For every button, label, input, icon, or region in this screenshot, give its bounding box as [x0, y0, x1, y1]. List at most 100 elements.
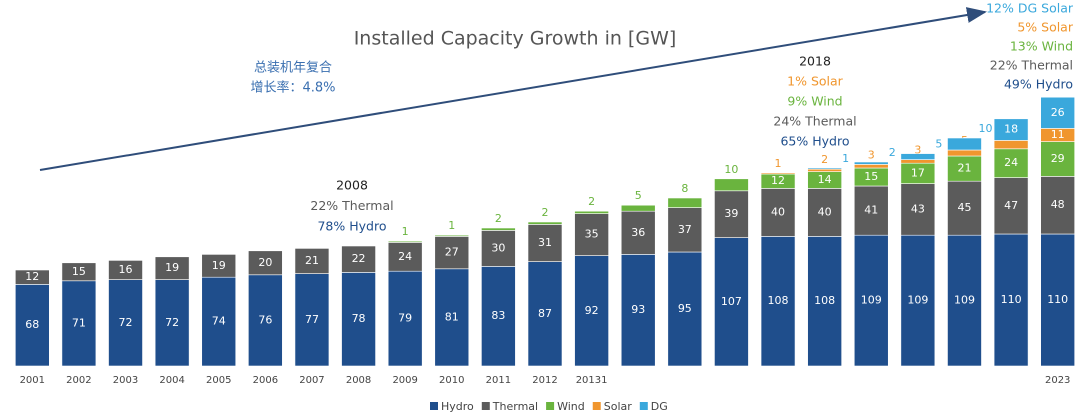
bar-segment — [154, 279, 190, 367]
bar-segment — [341, 272, 376, 367]
bar-segment — [481, 227, 516, 231]
bar-segment — [108, 279, 143, 367]
data-label: 20 — [258, 256, 272, 269]
bar-segment — [993, 140, 1029, 150]
data-label: 18 — [1004, 123, 1018, 136]
x-tick-label: 2004 — [159, 375, 184, 386]
data-label: 10 — [978, 122, 992, 135]
data-label: 47 — [1004, 199, 1018, 212]
data-label: 40 — [771, 205, 785, 218]
data-label: 78 — [352, 312, 366, 325]
data-label: 26 — [1051, 106, 1065, 119]
data-label: 108 — [768, 294, 789, 307]
bar-segment — [620, 210, 656, 255]
data-label: 16 — [119, 263, 133, 276]
data-label: 35 — [585, 228, 599, 241]
data-label: 36 — [631, 226, 645, 239]
data-label: 29 — [1051, 152, 1065, 165]
data-label: 77 — [305, 313, 319, 326]
annotation: 2018 — [799, 54, 831, 69]
data-label: 41 — [864, 204, 878, 217]
data-label: 110 — [1001, 293, 1022, 306]
x-tick-label: 2006 — [253, 375, 278, 386]
data-label: 68 — [25, 318, 39, 331]
bar-segment — [853, 161, 889, 165]
data-label: 2 — [495, 212, 502, 225]
data-label: 24 — [398, 250, 412, 263]
bar-segment — [620, 204, 656, 212]
bar-segment — [15, 284, 50, 367]
bar-segment — [1040, 96, 1075, 129]
x-tick-label: 2002 — [66, 375, 91, 386]
bar-segment — [108, 260, 143, 280]
data-label: 40 — [818, 205, 832, 218]
bar-segment — [574, 210, 609, 214]
bar-segment — [993, 148, 1029, 178]
bar-segment — [947, 180, 982, 236]
bar-segment — [574, 255, 609, 367]
data-label: 8 — [681, 182, 688, 195]
data-label: 45 — [957, 201, 971, 214]
data-label: 107 — [721, 295, 742, 308]
data-label: 72 — [165, 316, 179, 329]
bar-segment — [201, 254, 237, 278]
annotation: 12% DG Solar — [986, 1, 1074, 16]
data-label: 5 — [935, 138, 942, 151]
data-label: 1 — [842, 152, 849, 165]
annotation: 增长率：4.8% — [250, 80, 335, 96]
annotation: 2008 — [336, 178, 368, 193]
bar-segment — [341, 245, 376, 273]
bar-segment — [1040, 176, 1075, 235]
bar-segment — [620, 254, 656, 367]
data-label: 30 — [491, 241, 505, 254]
data-label: 72 — [119, 316, 133, 329]
legend-label: Hydro — [441, 400, 474, 413]
x-tick-label: 2011 — [486, 375, 511, 386]
data-label: 37 — [678, 223, 692, 236]
data-label: 31 — [538, 236, 552, 249]
annotation: 总装机年复合 — [254, 61, 332, 76]
x-tick-label: 2012 — [532, 375, 557, 386]
data-label: 2 — [588, 195, 595, 208]
x-tick-label: 2010 — [439, 375, 464, 386]
legend-label: Wind — [557, 400, 585, 413]
data-label: 2 — [821, 153, 828, 166]
legend-swatch — [592, 402, 601, 410]
bar-segment — [248, 250, 283, 276]
bar-segment — [527, 224, 563, 262]
data-label: 12 — [771, 174, 785, 187]
bar-segment — [61, 280, 97, 367]
data-label: 95 — [678, 302, 692, 315]
data-label: 93 — [631, 303, 645, 316]
annotation: 78% Hydro — [317, 219, 386, 234]
bar-segment — [947, 137, 982, 151]
bar-segment — [760, 188, 796, 237]
legend-label: Thermal — [492, 400, 538, 413]
bar-segment — [993, 177, 1029, 235]
chart-title: Installed Capacity Growth in [GW] — [354, 28, 677, 50]
data-label: 3 — [914, 144, 921, 157]
data-label: 109 — [907, 294, 928, 307]
data-label: 17 — [911, 166, 925, 179]
x-tick-label: 2009 — [392, 375, 417, 386]
bar-segment — [760, 236, 796, 367]
bar-segment — [947, 149, 982, 157]
legend-label: DG — [651, 400, 668, 413]
legend-swatch — [430, 402, 438, 410]
annotation: 1% Solar — [787, 74, 844, 89]
data-label: 19 — [165, 261, 179, 274]
bar-segment — [154, 256, 190, 280]
bar-segment — [947, 155, 982, 182]
bar-segment — [15, 269, 50, 285]
bar-segment — [387, 242, 423, 272]
bar-segment — [574, 213, 609, 256]
bar-segment — [434, 234, 470, 237]
data-label: 15 — [864, 170, 878, 183]
bar-segment — [807, 188, 842, 237]
bar-segment — [201, 276, 237, 367]
data-label: 92 — [585, 304, 599, 317]
data-label: 5 — [635, 189, 642, 202]
growth-arrow — [39, 7, 987, 171]
x-tick-label: 2001 — [20, 375, 45, 386]
